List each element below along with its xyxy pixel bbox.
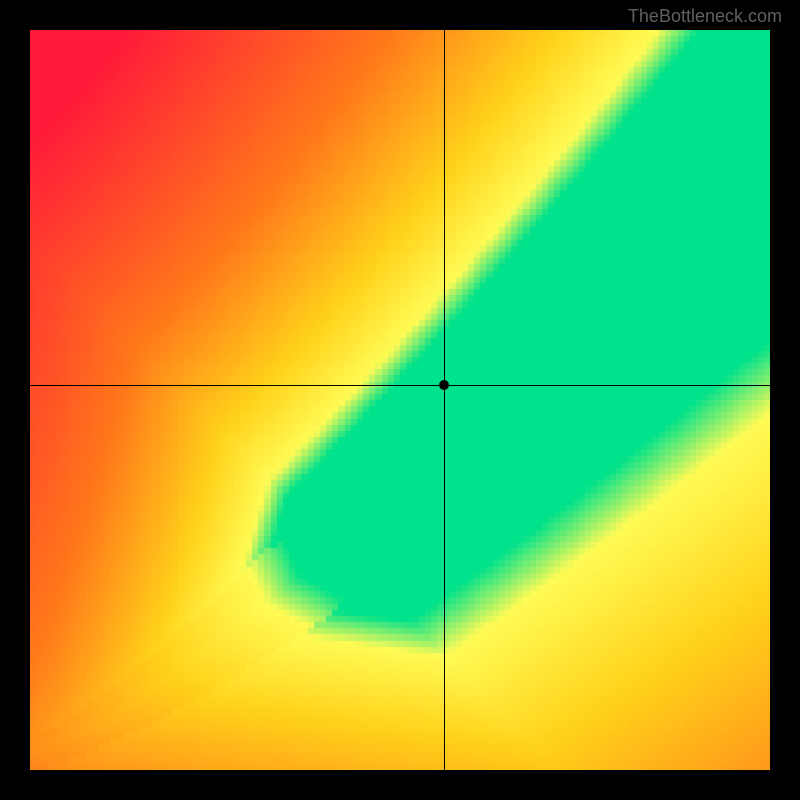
chart-frame — [30, 30, 770, 770]
watermark-text: TheBottleneck.com — [628, 6, 782, 27]
data-point-marker — [439, 380, 449, 390]
crosshair-vertical — [444, 30, 445, 770]
crosshair-horizontal — [30, 385, 770, 386]
bottleneck-heatmap — [30, 30, 770, 770]
